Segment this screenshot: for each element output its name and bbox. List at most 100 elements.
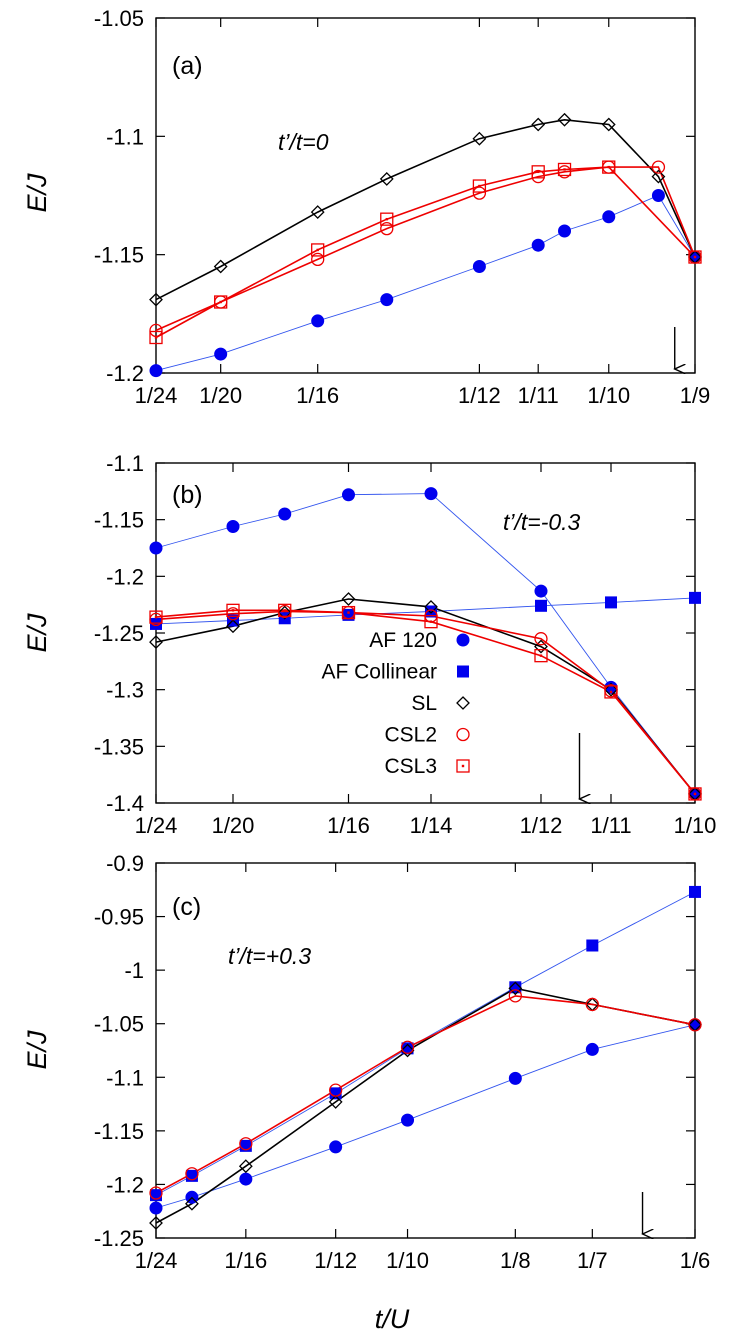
- series-points-csl2: [149, 160, 702, 338]
- data-point-sl: [472, 131, 487, 146]
- series-points-csl3: [149, 160, 702, 345]
- y-tick-label: -1.05: [94, 6, 144, 31]
- data-point-af120: [149, 1201, 163, 1215]
- legend-marker-af120: [456, 633, 470, 647]
- y-tick-label: -0.9: [106, 851, 144, 876]
- x-tick-label: 1/12: [458, 383, 501, 408]
- series-line-sl: [155, 987, 696, 1224]
- data-point-sl: [531, 117, 546, 132]
- series-points-sl: [149, 981, 702, 1230]
- x-tick-label: 1/11: [518, 383, 559, 408]
- data-point-csl2: [185, 1167, 199, 1181]
- x-tick-label: 1/16: [224, 1248, 267, 1273]
- series-line-csl2: [155, 610, 696, 795]
- data-point-csl3: [557, 162, 572, 177]
- x-tick-label: 1/12: [314, 1248, 357, 1273]
- legend-marker-sl: [456, 696, 470, 710]
- data-point-afcol: [401, 1042, 414, 1055]
- y-axis-title: E/J: [22, 613, 52, 653]
- data-point-csl3: [278, 603, 292, 617]
- data-point-sl: [238, 1159, 253, 1174]
- data-point-af120: [651, 189, 665, 202]
- data-point-af120: [401, 1113, 415, 1127]
- x-tick-label: 1/14: [410, 813, 453, 838]
- data-point-af120: [585, 1042, 599, 1056]
- data-point-sl: [328, 1095, 343, 1109]
- data-point-csl3: [688, 250, 702, 264]
- data-point-sl: [149, 1216, 163, 1230]
- data-point-sl: [226, 619, 240, 634]
- parameter-annotation: t’/t=0: [278, 129, 329, 155]
- data-point-sl: [651, 169, 666, 184]
- series-line-af120: [155, 1024, 696, 1209]
- data-point-af120: [214, 347, 228, 361]
- data-point-csl3: [149, 330, 163, 345]
- data-point-csl3: [688, 787, 702, 801]
- data-point-af120: [508, 1071, 522, 1085]
- series-line-afcol: [155, 891, 696, 1196]
- y-tick-label: -1.35: [94, 734, 144, 759]
- data-point-af120: [149, 541, 163, 555]
- x-tick-label: 1/24: [135, 813, 178, 838]
- x-tick-label: 1/24: [135, 1248, 178, 1273]
- x-tick-label: 1/8: [500, 1248, 531, 1273]
- y-axis-title: E/J: [22, 173, 52, 213]
- parameter-annotation: t’/t=+0.3: [228, 943, 311, 969]
- plot-frame: [155, 17, 696, 374]
- data-point-sl: [601, 117, 616, 132]
- data-point-csl3: [226, 603, 240, 617]
- data-point-csl2: [239, 1137, 253, 1151]
- data-point-csl3: [214, 295, 228, 309]
- panel-2: -1.4 -1.35 -1.3 -1.25 -1.2 -1.15 -1.1 1/24 1/20 1…: [22, 451, 716, 838]
- data-point-sl: [508, 981, 523, 996]
- series-line-sl: [155, 118, 696, 301]
- x-tick-label: 1/24: [135, 383, 178, 408]
- data-point-csl3: [149, 610, 163, 624]
- series-points-af120: [149, 189, 702, 378]
- data-point-af120: [226, 519, 240, 533]
- y-tick-label: -1.2: [106, 1172, 144, 1197]
- data-point-csl2: [149, 1186, 163, 1200]
- data-point-af120: [278, 507, 292, 521]
- data-point-csl3: [604, 685, 618, 699]
- data-point-af120: [558, 224, 572, 238]
- data-point-af120: [341, 488, 355, 502]
- y-tick-label: -1.3: [106, 678, 144, 703]
- series-line-af120: [155, 194, 696, 372]
- data-point-af120: [472, 260, 486, 273]
- x-tick-label: 1/20: [199, 383, 242, 408]
- series-line-af120: [155, 493, 696, 795]
- data-point-af120: [602, 210, 616, 224]
- legend-marker-csl2: [456, 727, 470, 742]
- legend-marker-csl3: [456, 759, 470, 773]
- legend: AF 120 AF Collinear SL CSL2 CSL3: [321, 629, 470, 778]
- y-tick-label: -1.25: [94, 1226, 144, 1251]
- y-tick-label: -1: [124, 958, 144, 983]
- data-point-csl2: [534, 632, 548, 646]
- panel-label: (a): [172, 52, 203, 80]
- legend-label-af120: AF 120: [369, 629, 437, 652]
- data-point-af120: [531, 238, 545, 252]
- x-tick-label: 1/6: [680, 1248, 711, 1273]
- x-tick-label: 1/20: [212, 813, 255, 838]
- data-point-csl3: [472, 179, 487, 193]
- y-tick-label: -1.2: [106, 361, 144, 386]
- y-axis-title: E/J: [22, 1030, 52, 1070]
- data-point-csl2: [688, 1018, 702, 1032]
- data-point-sl: [557, 112, 572, 127]
- y-tick-label: -1.1: [106, 124, 144, 149]
- data-point-csl3: [602, 160, 616, 174]
- data-point-sl: [149, 635, 163, 649]
- y-tick-label: -1.15: [94, 1119, 144, 1144]
- data-point-afcol: [425, 605, 438, 618]
- data-point-csl3: [531, 165, 545, 179]
- y-tick-label: -1.1: [106, 1065, 144, 1090]
- y-tick-label: -1.15: [94, 243, 144, 268]
- y-tick-label: -1.4: [106, 791, 144, 816]
- series-line-csl3: [155, 609, 696, 795]
- data-point-af120: [239, 1172, 253, 1186]
- data-point-csl2: [651, 160, 666, 174]
- data-point-sl: [185, 1196, 199, 1211]
- data-point-sl: [277, 605, 292, 620]
- data-point-sl: [400, 1043, 415, 1058]
